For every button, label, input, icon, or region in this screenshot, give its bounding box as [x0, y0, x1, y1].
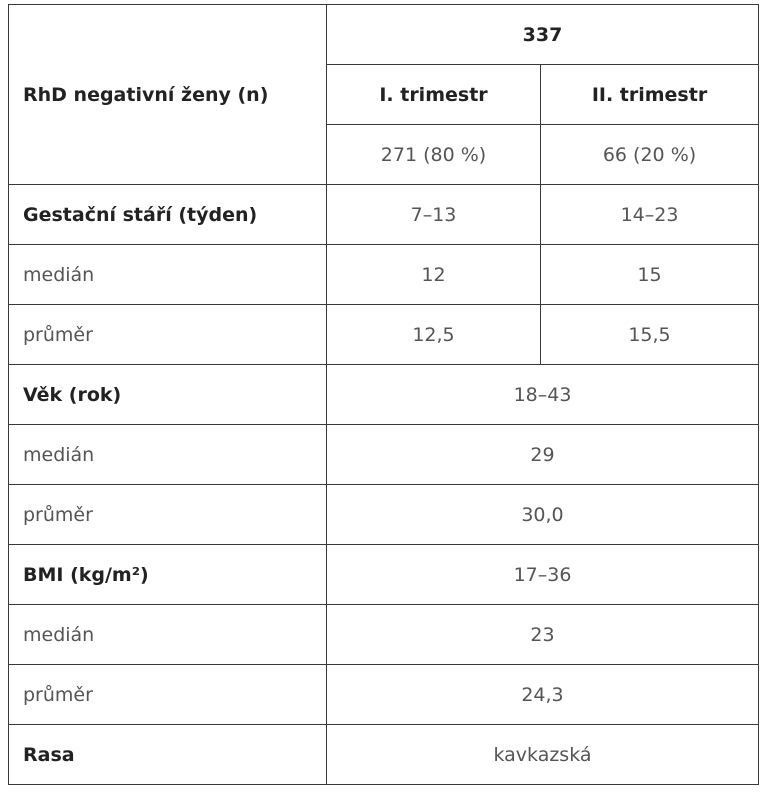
cell-value: kavkazská: [325, 724, 760, 785]
table-row: průměr 24,3: [8, 664, 760, 725]
cell-value: 12,5: [326, 304, 541, 365]
column-count: 271 (80 %): [326, 124, 541, 185]
table-row: medián 23: [8, 604, 760, 665]
row-label: BMI (kg/m²): [8, 544, 327, 605]
cell-value: 18–43: [325, 364, 760, 425]
cell-value: 12: [326, 244, 541, 305]
table-row: Věk (rok) 18–43: [8, 364, 760, 425]
column-header: II. trimestr: [539, 64, 760, 125]
cell-value: 17–36: [325, 544, 760, 605]
header-label: RhD negativní ženy (n): [8, 4, 327, 185]
cell-value: 23: [325, 604, 760, 665]
cell-value: 24,3: [325, 664, 760, 725]
cell-value: 29: [325, 424, 760, 485]
header-row: RhD negativní ženy (n) 337: [8, 4, 760, 185]
header-row: I. trimestr II. trimestr: [9, 64, 760, 125]
cell-value: 7–13: [326, 184, 541, 245]
table-row: medián 12 15: [8, 244, 760, 305]
data-table: RhD negativní ženy (n) 337 I. trimestr I…: [8, 4, 760, 785]
row-label: Věk (rok): [8, 364, 327, 425]
cell-value: 15: [539, 244, 760, 305]
table-row: Gestační stáří (týden) 7–13 14–23: [8, 184, 760, 245]
column-header: I. trimestr: [326, 64, 541, 125]
header-row: 271 (80 %) 66 (20 %): [9, 124, 760, 185]
table-row: Rasa kavkazská: [8, 724, 760, 785]
row-label: Gestační stáří (týden): [8, 184, 327, 245]
row-label: průměr: [8, 484, 327, 545]
row-label: průměr: [8, 304, 327, 365]
cell-value: 15,5: [539, 304, 760, 365]
row-label: Rasa: [8, 724, 327, 785]
table-row: průměr 12,5 15,5: [8, 304, 760, 365]
table-row: medián 29: [8, 424, 760, 485]
row-label: průměr: [8, 664, 327, 725]
header-total: 337: [325, 4, 760, 65]
row-label: medián: [8, 604, 327, 665]
cell-value: 14–23: [539, 184, 760, 245]
cell-value: 30,0: [325, 484, 760, 545]
row-label: medián: [8, 424, 327, 485]
column-count: 66 (20 %): [539, 124, 760, 185]
table-row: průměr 30,0: [8, 484, 760, 545]
table-body: RhD negativní ženy (n) 337 I. trimestr I…: [8, 4, 760, 785]
row-label: medián: [8, 244, 327, 305]
table-row: BMI (kg/m²) 17–36: [8, 544, 760, 605]
